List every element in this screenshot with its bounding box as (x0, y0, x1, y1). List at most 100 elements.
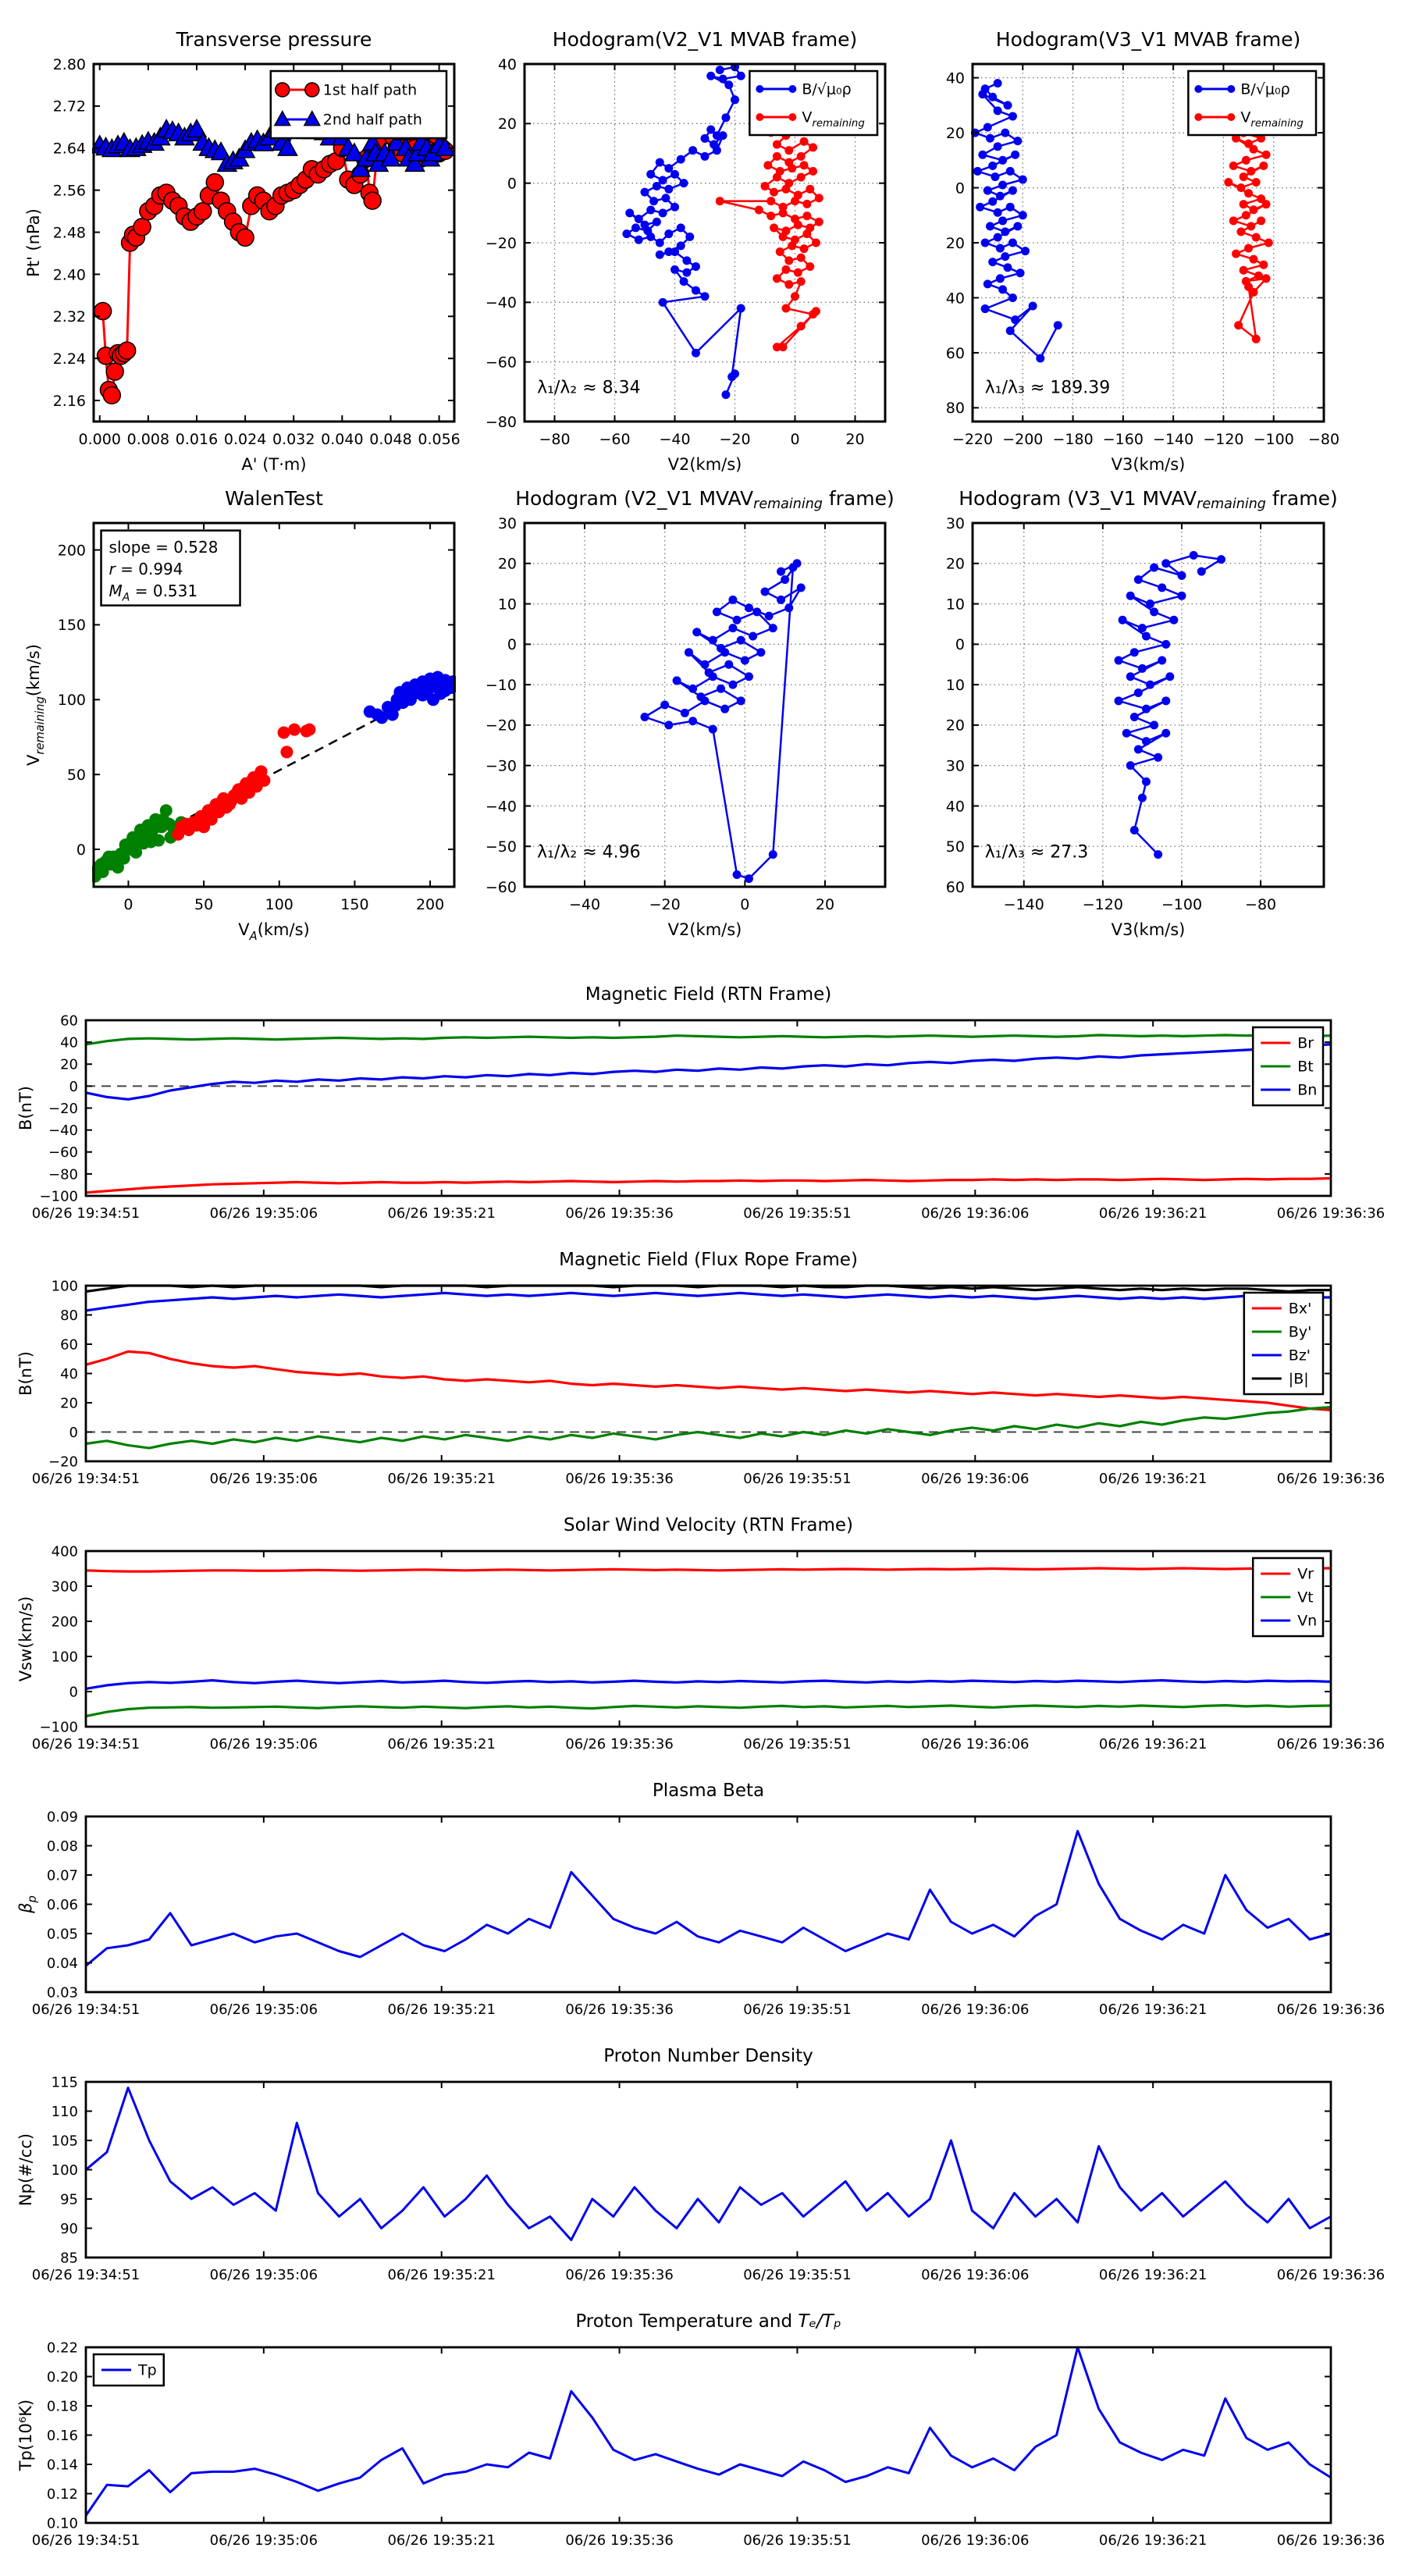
svg-text:−40: −40 (48, 1123, 78, 1139)
svg-text:0: 0 (790, 431, 799, 448)
svg-text:06/26 19:35:21: 06/26 19:35:21 (387, 2267, 495, 2283)
svg-text:60: 60 (60, 1012, 78, 1029)
svg-text:−80: −80 (1245, 896, 1276, 913)
svg-text:−120: −120 (1203, 431, 1243, 448)
svg-text:20: 20 (498, 556, 517, 573)
svg-text:Vremaining(km/s): Vremaining(km/s) (24, 644, 47, 766)
svg-text:0.032: 0.032 (272, 431, 315, 448)
svg-text:Np(#/cc): Np(#/cc) (16, 2133, 35, 2206)
svg-text:B/√μ₀ρ: B/√μ₀ρ (1240, 81, 1289, 98)
svg-text:06/26 19:35:06: 06/26 19:35:06 (210, 1736, 318, 1752)
svg-text:06/26 19:36:06: 06/26 19:36:06 (921, 1205, 1029, 1222)
svg-text:|B|: |B| (1289, 1371, 1309, 1388)
svg-text:2.24: 2.24 (53, 350, 86, 368)
svg-text:0: 0 (507, 636, 517, 653)
hodogram-v3v1-mvab-chart: −220 −200 −180 −160 −140 −120 −100 −80 40 20 0 −20 −… (944, 16, 1405, 478)
svg-text:−220: −220 (952, 431, 993, 448)
svg-text:100: 100 (58, 692, 86, 709)
svg-text:06/26 19:36:36: 06/26 19:36:36 (1277, 2267, 1385, 2283)
svg-text:85: 85 (60, 2250, 78, 2266)
svg-text:400: 400 (52, 1543, 78, 1560)
svg-text:20: 20 (845, 431, 864, 448)
svg-text:VA(km/s): VA(km/s) (238, 920, 309, 940)
magnetic-field-fluxrope-canvas: 06/26 19:34:51 06/26 19:35:06 06/26 19:35:… (16, 1278, 1385, 1487)
svg-text:Bn: Bn (1297, 1082, 1317, 1099)
svg-text:30: 30 (946, 515, 965, 532)
svg-text:V2(km/s): V2(km/s) (668, 920, 742, 939)
svg-text:06/26 19:36:36: 06/26 19:36:36 (1277, 2532, 1385, 2549)
magnetic-field-rtn-title: Magnetic Field (RTN Frame) (585, 984, 832, 1005)
svg-text:Vt: Vt (1297, 1589, 1313, 1606)
svg-text:100: 100 (52, 1649, 78, 1665)
svg-text:0.040: 0.040 (321, 431, 363, 448)
hodogram-v2v1-mvab-title: Hodogram(V2_V1 MVAB frame) (552, 28, 858, 51)
svg-text:−30: −30 (944, 758, 965, 775)
svg-text:50: 50 (67, 767, 86, 784)
svg-text:Tp(10⁶K): Tp(10⁶K) (16, 2400, 35, 2471)
transverse-pressure-title: Transverse pressure (176, 28, 372, 51)
svg-text:λ₁/λ₂ ≈ 4.96: λ₁/λ₂ ≈ 4.96 (537, 843, 641, 863)
svg-text:B/√μ₀ρ: B/√μ₀ρ (802, 81, 851, 98)
svg-text:−50: −50 (944, 838, 965, 856)
hodogram-v2v1-mvav-canvas: −40 −20 0 20 30 20 10 0 −10 −20 −30 −40 −50 −60 V2(km/… (486, 515, 887, 939)
svg-text:V3(km/s): V3(km/s) (1112, 455, 1186, 474)
svg-text:−80: −80 (944, 400, 965, 417)
svg-text:0: 0 (955, 636, 965, 653)
svg-text:−60: −60 (944, 879, 965, 896)
svg-text:0.000: 0.000 (79, 431, 121, 448)
svg-text:−10: −10 (486, 677, 517, 694)
svg-text:0: 0 (955, 180, 965, 197)
svg-text:0.20: 0.20 (47, 2369, 78, 2386)
svg-text:−80: −80 (539, 431, 570, 448)
svg-text:115: 115 (52, 2074, 78, 2090)
proton-density-canvas: 06/26 19:34:51 06/26 19:35:06 06/26 19:35:… (16, 2074, 1385, 2283)
svg-text:−40: −40 (944, 798, 965, 815)
svg-text:0.016: 0.016 (176, 431, 218, 448)
proton-density-title: Proton Number Density (603, 2046, 813, 2066)
svg-text:150: 150 (340, 896, 368, 913)
svg-text:06/26 19:36:21: 06/26 19:36:21 (1099, 1205, 1207, 1222)
svg-text:06/26 19:35:21: 06/26 19:35:21 (387, 1736, 495, 1752)
svg-text:10: 10 (498, 596, 517, 613)
svg-text:20: 20 (946, 125, 965, 142)
svg-text:06/26 19:35:36: 06/26 19:35:36 (565, 2532, 673, 2549)
transverse-pressure-canvas: 0.000 0.008 0.016 0.024 0.032 0.040 0.048 0.056… (24, 56, 461, 474)
svg-text:0.18: 0.18 (47, 2398, 78, 2414)
svg-text:slope = 0.528: slope = 0.528 (109, 538, 219, 557)
svg-text:−20: −20 (48, 1101, 78, 1117)
svg-text:Vsw(km/s): Vsw(km/s) (16, 1596, 35, 1682)
svg-text:06/26 19:35:21: 06/26 19:35:21 (387, 1471, 495, 1487)
svg-text:−200: −200 (1002, 431, 1043, 448)
svg-text:By': By' (1289, 1324, 1312, 1341)
svg-text:MA = 0.531: MA = 0.531 (109, 582, 198, 604)
svg-text:Bz': Bz' (1289, 1347, 1311, 1364)
svg-text:100: 100 (52, 2162, 78, 2179)
svg-text:06/26 19:36:21: 06/26 19:36:21 (1099, 2532, 1207, 2549)
svg-text:−20: −20 (944, 717, 965, 735)
svg-text:0.08: 0.08 (47, 1838, 78, 1855)
hodogram-v2v1-mvab-canvas: −80 −60 −40 −20 0 20 40 20 0 −20 −40 −60 −80 V2(km/s)… (486, 56, 887, 474)
svg-text:−120: −120 (1083, 896, 1123, 913)
svg-text:V2(km/s): V2(km/s) (668, 455, 742, 474)
svg-text:−60: −60 (48, 1144, 78, 1161)
svg-text:06/26 19:35:36: 06/26 19:35:36 (565, 1205, 673, 1222)
svg-text:0.09: 0.09 (47, 1809, 78, 1825)
svg-text:−20: −20 (719, 431, 750, 448)
svg-text:0.07: 0.07 (47, 1867, 78, 1884)
hodogram-v2v1-mvav-chart: −40 −20 0 20 30 20 10 0 −10 −20 −30 −40 −50 −60 V2(km/… (476, 475, 944, 940)
svg-text:20: 20 (60, 1057, 78, 1073)
svg-text:2.64: 2.64 (53, 141, 86, 158)
svg-text:60: 60 (60, 1336, 78, 1353)
svg-text:0: 0 (123, 896, 133, 913)
svg-text:1st half path: 1st half path (323, 82, 417, 99)
transverse-pressure-chart: 0.000 0.008 0.016 0.024 0.032 0.040 0.048 0.056… (8, 16, 476, 478)
svg-text:200: 200 (58, 542, 86, 559)
svg-text:Br: Br (1297, 1035, 1314, 1052)
svg-text:06/26 19:35:36: 06/26 19:35:36 (565, 2001, 673, 2018)
svg-text:06/26 19:36:21: 06/26 19:36:21 (1099, 2267, 1207, 2283)
hodogram-v2v1-mvab-chart: −80 −60 −40 −20 0 20 40 20 0 −20 −40 −60 −80 V2(km/s)… (476, 16, 944, 478)
svg-text:0: 0 (69, 1684, 78, 1700)
svg-text:95: 95 (60, 2191, 78, 2208)
svg-text:−50: −50 (486, 838, 517, 856)
svg-text:−40: −40 (486, 294, 517, 311)
